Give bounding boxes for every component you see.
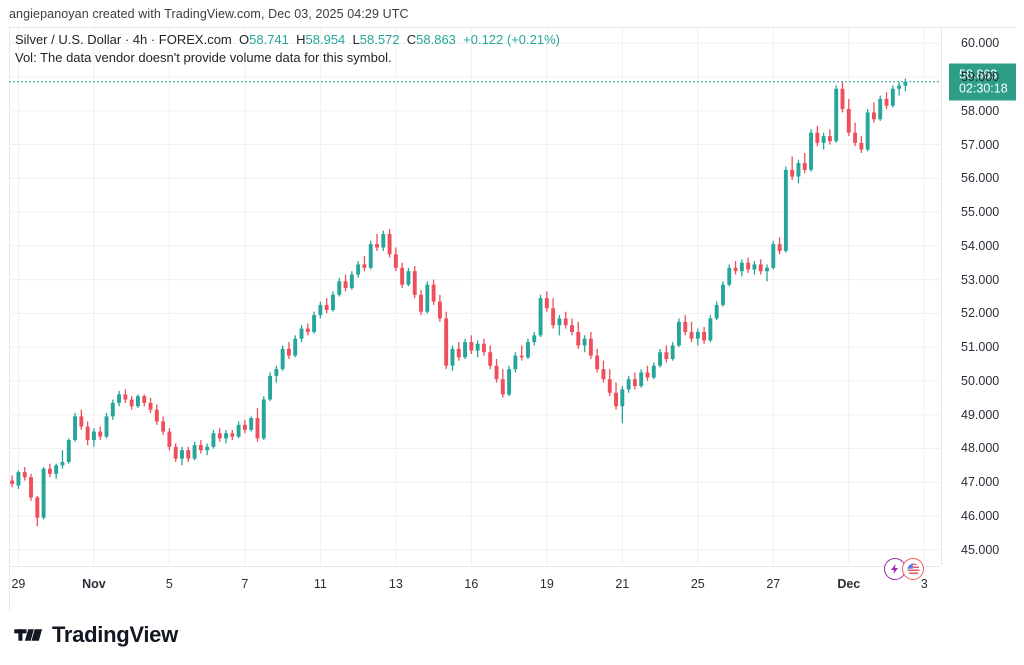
time-axis-tick: 27	[766, 577, 781, 591]
price-axis-tick: 47.000	[961, 475, 1000, 490]
price-axis-tick: 52.000	[961, 306, 1000, 321]
time-scale[interactable]: 29 Nov 5 7 11 13 16 19 21 25 27 Dec 3	[9, 566, 940, 596]
us-flag-badge-icon[interactable]	[902, 558, 924, 580]
lightning-bolt-glyph	[891, 564, 898, 574]
candlestick-series	[10, 78, 908, 527]
price-axis-tick: 57.000	[961, 137, 1000, 152]
price-axis-tick: 54.000	[961, 238, 1000, 253]
price-axis-tick: 45.000	[961, 542, 1000, 557]
price-axis-tick: 60.000	[961, 36, 1000, 51]
time-axis-tick: 29	[11, 577, 26, 591]
price-axis-tick: 53.000	[961, 272, 1000, 287]
price-axis-tick: 56.000	[961, 171, 1000, 186]
attribution-text: angiepanoyan created with TradingView.co…	[9, 7, 409, 21]
price-axis-tick: 51.000	[961, 340, 1000, 355]
vertical-gridlines	[17, 28, 925, 565]
chart-frame	[9, 27, 1015, 610]
time-axis-tick: 19	[539, 577, 554, 591]
price-axis-tick: 49.000	[961, 407, 1000, 422]
price-scale[interactable]: 58.863 02:30:18 60.000 59.000 58.000 57.000…	[941, 28, 1024, 565]
us-flag-glyph	[907, 563, 919, 575]
chart-plot-area[interactable]	[9, 28, 940, 565]
horizontal-gridlines	[9, 42, 940, 551]
price-axis-tick: 58.000	[961, 103, 1000, 118]
time-axis-tick: Nov	[82, 577, 106, 591]
time-axis-tick: 5	[165, 577, 173, 591]
time-axis-tick: 11	[313, 577, 327, 591]
corner-badges	[884, 558, 924, 580]
current-price-value: 58.863	[959, 67, 998, 82]
time-axis-tick: 3	[920, 577, 928, 591]
tradingview-logo-icon	[14, 629, 43, 641]
time-axis-tick: Dec	[837, 577, 861, 591]
current-price-badge: 58.863 02:30:18	[949, 63, 1016, 101]
time-axis-tick: 25	[690, 577, 705, 591]
candlestick-svg	[9, 28, 940, 565]
price-axis-tick: 55.000	[961, 205, 1000, 220]
tradingview-wordmark: TradingView	[52, 622, 178, 647]
price-axis-tick: 50.000	[961, 373, 1000, 388]
time-axis-tick: 21	[615, 577, 630, 591]
price-axis-tick: 48.000	[961, 441, 1000, 456]
bar-countdown: 02:30:18	[959, 81, 1008, 96]
tradingview-footer: TradingView	[14, 622, 178, 648]
time-axis-tick: 13	[388, 577, 403, 591]
price-axis-tick: 59.000	[961, 69, 1000, 84]
time-axis-tick: 7	[241, 577, 249, 591]
price-axis-tick: 46.000	[961, 509, 1000, 524]
time-axis-tick: 16	[464, 577, 479, 591]
